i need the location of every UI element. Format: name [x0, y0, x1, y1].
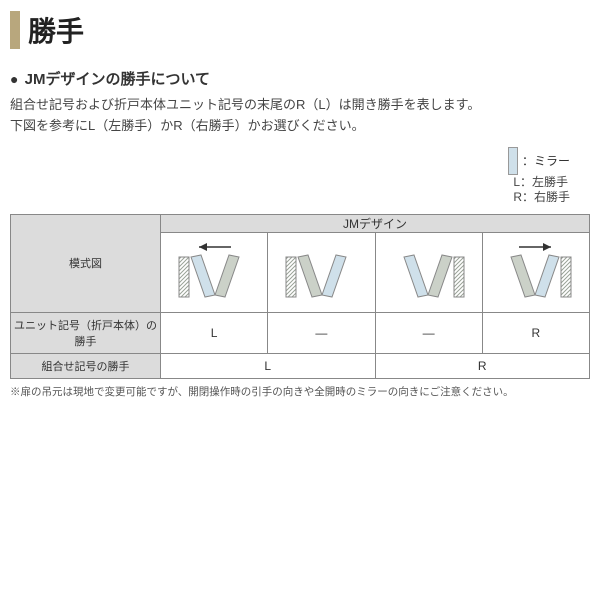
desc-line-2: 下図を参考にL（左勝手）かR（右勝手）かお選びください。: [10, 116, 590, 137]
diagram-cell-2: [268, 232, 375, 312]
legend-right: R：右勝手: [513, 190, 570, 206]
door-diagram-4: [491, 237, 581, 307]
footnote: ※扉の吊元は現地で変更可能ですが、開閉操作時の引手の向きや全開時のミラーの向きに…: [10, 385, 590, 400]
bullet-icon: ●: [10, 71, 18, 87]
combo-val-0: L: [161, 353, 376, 378]
title-bar: 勝手: [10, 10, 590, 50]
handedness-table: 模式図 JMデザイン: [10, 214, 590, 379]
unit-val-0: L: [161, 312, 268, 353]
sub-heading-text: JMデザインの勝手について: [25, 71, 210, 88]
combo-val-1: R: [375, 353, 590, 378]
page-title: 勝手: [28, 10, 84, 50]
row-diagram-label: 模式図: [11, 214, 161, 312]
legend: ：ミラー L：左勝手 R：右勝手: [10, 147, 570, 206]
row-combo-label: 組合せ記号の勝手: [11, 353, 161, 378]
unit-val-2: —: [375, 312, 482, 353]
unit-val-1: —: [268, 312, 375, 353]
row-unit-label: ユニット記号（折戸本体）の勝手: [11, 312, 161, 353]
door-diagram-1: [169, 237, 259, 307]
diagram-cell-4: [482, 232, 589, 312]
description: 組合せ記号および折戸本体ユニット記号の末尾のR（L）は開き勝手を表します。 下図…: [10, 95, 590, 137]
mirror-swatch: [508, 147, 518, 175]
top-header: JMデザイン: [161, 214, 590, 232]
door-diagram-3: [384, 237, 474, 307]
legend-mirror: ：ミラー: [508, 147, 570, 175]
diagram-cell-1: [161, 232, 268, 312]
unit-val-3: R: [482, 312, 589, 353]
legend-mirror-label: ：ミラー: [522, 152, 570, 169]
legend-lr: L：左勝手 R：右勝手: [513, 175, 570, 206]
title-accent: [10, 11, 20, 49]
legend-left: L：左勝手: [513, 175, 570, 191]
desc-line-1: 組合せ記号および折戸本体ユニット記号の末尾のR（L）は開き勝手を表します。: [10, 95, 590, 116]
door-diagram-2: [276, 237, 366, 307]
diagram-cell-3: [375, 232, 482, 312]
sub-heading: ● JMデザインの勝手について: [10, 68, 590, 89]
